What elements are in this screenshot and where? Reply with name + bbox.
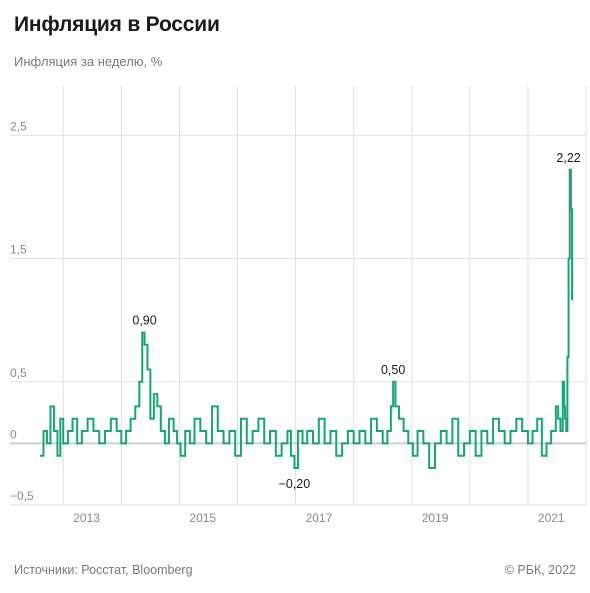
y-tick-label: −0,5 — [10, 489, 34, 503]
inflation-line — [40, 168, 574, 470]
annotations: 0,90−0,200,502,221,16 — [132, 151, 580, 491]
data-annotation: 2,22 — [556, 151, 580, 165]
data-annotation: 0,90 — [132, 313, 156, 327]
chart-title: Инфляция в России — [14, 13, 220, 36]
y-tick-label: 1,5 — [10, 243, 27, 257]
y-tick-label: 0 — [10, 427, 17, 441]
sources-note: Источники: Росстат, Bloomberg — [14, 563, 193, 577]
data-annotation: −0,20 — [279, 477, 311, 491]
chart-subtitle: Инфляция за неделю, % — [14, 54, 163, 69]
y-tick-label: 2,5 — [10, 119, 27, 133]
y-tick-labels: −0,5 0 0,5 1,5 2,5 — [10, 119, 34, 503]
copyright-note: © РБК, 2022 — [504, 563, 576, 577]
x-tick-labels: 2013 2015 2017 2019 2021 — [73, 511, 565, 525]
horizontal-gridlines — [10, 134, 586, 506]
data-annotation: 0,50 — [381, 363, 405, 377]
x-tick-label: 2021 — [538, 511, 565, 525]
x-tick-label: 2015 — [189, 511, 216, 525]
series-line — [40, 168, 574, 470]
y-tick-label: 0,5 — [10, 366, 27, 380]
x-tick-label: 2017 — [306, 511, 333, 525]
x-tick-label: 2013 — [73, 511, 100, 525]
x-tick-label: 2019 — [422, 511, 449, 525]
